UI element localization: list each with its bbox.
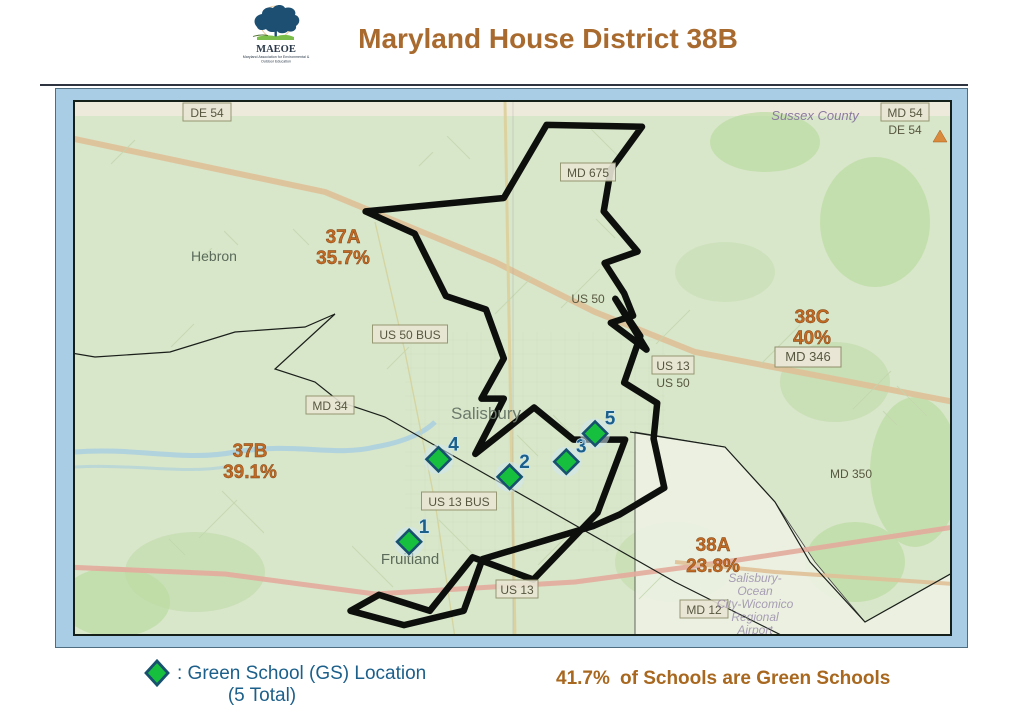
svg-text:Salisbury: Salisbury — [451, 404, 521, 423]
svg-text:35.7%: 35.7% — [316, 248, 370, 269]
svg-text:MD 54: MD 54 — [887, 106, 923, 120]
svg-text:Airport: Airport — [736, 623, 773, 636]
svg-text:US 50: US 50 — [571, 292, 605, 306]
svg-text:US 13 BUS: US 13 BUS — [428, 495, 489, 509]
svg-text:(5 Total): (5 Total) — [228, 685, 296, 706]
svg-text:Maryland House District 38B: Maryland House District 38B — [358, 23, 738, 54]
svg-text:US 50: US 50 — [656, 376, 690, 390]
svg-text:US 50 BUS: US 50 BUS — [379, 328, 440, 342]
svg-text:MD 675: MD 675 — [567, 166, 609, 180]
svg-text:5: 5 — [605, 409, 616, 430]
svg-text:37A: 37A — [326, 227, 361, 248]
svg-text:MD 346: MD 346 — [785, 349, 831, 364]
svg-text:2: 2 — [519, 452, 530, 473]
svg-text:MD 350: MD 350 — [830, 467, 872, 481]
svg-text:Sussex County: Sussex County — [771, 108, 860, 123]
svg-text:US 13: US 13 — [500, 583, 534, 597]
svg-text:: Green School (GS) Location: : Green School (GS) Location — [177, 663, 426, 684]
svg-text:DE 54: DE 54 — [190, 106, 224, 120]
svg-text:Ocean: Ocean — [737, 584, 773, 598]
svg-text:4: 4 — [448, 434, 459, 455]
svg-text:Salisbury-: Salisbury- — [728, 571, 781, 585]
svg-text:of Schools are Green Schools: of Schools are Green Schools — [620, 668, 890, 689]
svg-text:39.1%: 39.1% — [223, 462, 277, 483]
svg-text:1: 1 — [419, 517, 430, 538]
svg-text:Regional: Regional — [731, 610, 779, 624]
svg-text:Hebron: Hebron — [191, 248, 237, 264]
svg-text:US 13: US 13 — [656, 359, 690, 373]
svg-text:Maryland Association for Envir: Maryland Association for Environmental & — [243, 55, 310, 59]
svg-text:38A: 38A — [696, 535, 731, 556]
svg-text:Outdoor Education: Outdoor Education — [261, 60, 291, 64]
svg-text:37B: 37B — [233, 441, 268, 462]
svg-text:DE 54: DE 54 — [888, 123, 922, 137]
svg-text:MAEOE: MAEOE — [256, 44, 296, 55]
svg-text:MD 34: MD 34 — [312, 399, 348, 413]
svg-text:City-Wicomico: City-Wicomico — [717, 597, 794, 611]
svg-text:41.7%: 41.7% — [556, 668, 610, 689]
svg-text:40%: 40% — [793, 328, 831, 349]
svg-text:38C: 38C — [795, 307, 830, 328]
